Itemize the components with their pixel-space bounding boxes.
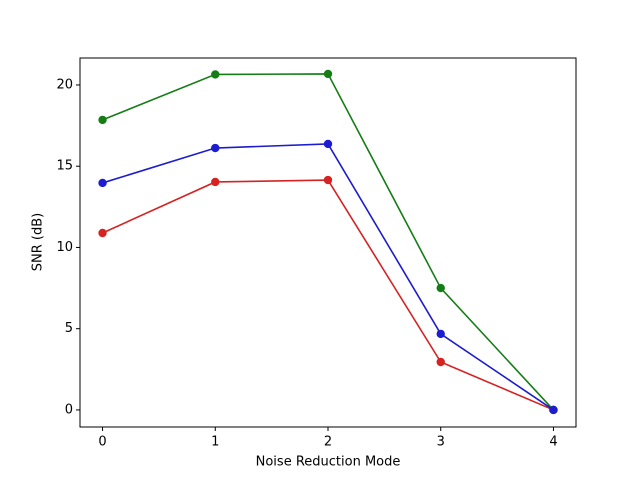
series-point [323, 139, 333, 149]
y-tick-label: 10 [56, 240, 73, 255]
x-tick-label: 0 [98, 435, 106, 450]
x-tick-label: 1 [211, 435, 219, 450]
series-point [98, 178, 107, 188]
y-tick-label: 20 [56, 77, 73, 92]
series-point [211, 70, 220, 79]
series-point [436, 283, 445, 293]
series-point [98, 228, 107, 238]
x-axis-label: Noise Reduction Mode [256, 455, 401, 470]
series-point [549, 405, 558, 415]
series-point [211, 177, 220, 187]
y-tick-label: 15 [56, 159, 73, 174]
series-point [98, 115, 107, 125]
series-point [323, 175, 333, 185]
y-tick-label: 0 [65, 402, 73, 417]
series-point [211, 143, 220, 153]
x-tick-label: 4 [549, 435, 557, 450]
x-tick-label: 3 [437, 435, 445, 450]
plot-frame [79, 57, 577, 428]
x-tick-label: 2 [324, 435, 332, 450]
series-point [436, 329, 445, 339]
series-point [323, 69, 333, 79]
y-tick-label: 5 [65, 321, 73, 336]
y-axis-label: SNR (dB) [31, 213, 46, 271]
series-point [436, 357, 445, 367]
